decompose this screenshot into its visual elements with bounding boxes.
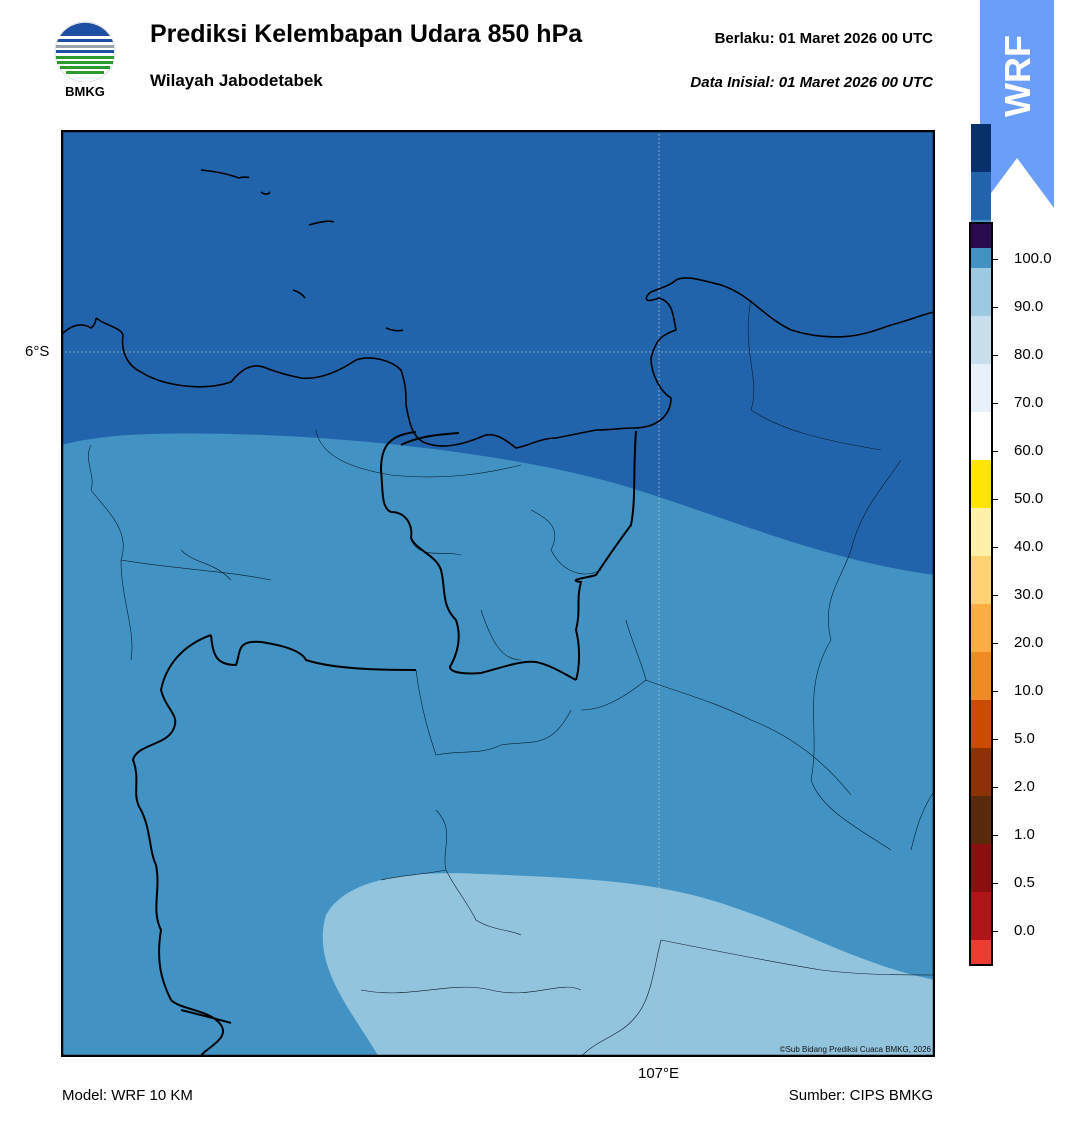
- bmkg-logo: BMKG: [52, 20, 118, 102]
- colorbar: [969, 124, 993, 966]
- colorbar-segment: [971, 652, 991, 700]
- colorbar-tick-mark: [991, 451, 998, 452]
- colorbar-segment: [971, 844, 991, 892]
- model-label: Model: WRF 10 KM: [62, 1087, 193, 1104]
- colorbar-tick-mark: [991, 259, 998, 260]
- colorbar-tick-label: 40.0: [1014, 538, 1044, 555]
- colorbar-tick-label: 50.0: [1014, 490, 1044, 507]
- map-frame: [60, 129, 936, 1058]
- colorbar-tick-mark: [991, 499, 998, 500]
- colorbar-tick-label: 100.0: [1014, 250, 1052, 267]
- bmkg-logo-icon: [54, 21, 116, 83]
- humidity-above-80-area: [61, 130, 935, 575]
- colorbar-segment: [971, 940, 991, 964]
- wrf-badge-shape: [980, 0, 1054, 208]
- colorbar-segment: [971, 796, 991, 844]
- latitude-label: 6°S: [25, 343, 50, 360]
- colorbar-frame: [969, 222, 993, 966]
- colorbar-tick-label: 70.0: [1014, 394, 1044, 411]
- colorbar-tick-label: 80.0: [1014, 346, 1044, 363]
- colorbar-tick-label: 0.5: [1014, 874, 1035, 891]
- colorbar-segment: [971, 124, 991, 172]
- map-credit: ©Sub Bidang Prediksi Cuaca BMKG, 2026: [780, 1045, 932, 1054]
- colorbar-tick-label: 20.0: [1014, 634, 1044, 651]
- colorbar-segment: [971, 604, 991, 652]
- colorbar-tick-label: 1.0: [1014, 826, 1035, 843]
- colorbar-segment: [971, 700, 991, 748]
- colorbar-segment: [971, 412, 991, 460]
- colorbar-tick-mark: [991, 691, 998, 692]
- map-panel: ©Sub Bidang Prediksi Cuaca BMKG, 2026: [60, 129, 936, 1058]
- longitude-label: 107°E: [638, 1065, 680, 1082]
- coastline: [61, 169, 935, 449]
- map-title: Prediksi Kelembapan Udara 850 hPa: [150, 20, 583, 48]
- colorbar-segment: [971, 316, 991, 364]
- colorbar-tick-mark: [991, 547, 998, 548]
- colorbar-tick-mark: [991, 883, 998, 884]
- colorbar-segment: [971, 224, 991, 248]
- colorbar-segment: [971, 364, 991, 412]
- map-canvas: ©Sub Bidang Prediksi Cuaca BMKG, 2026: [60, 129, 936, 1058]
- colorbar-segment: [971, 460, 991, 508]
- colorbar-tick-label: 2.0: [1014, 778, 1035, 795]
- colorbar-segment: [971, 892, 991, 940]
- colorbar-tick-label: 0.0: [1014, 922, 1035, 939]
- colorbar-segment: [971, 556, 991, 604]
- colorbar-tick-mark: [991, 739, 998, 740]
- colorbar-tick-mark: [991, 355, 998, 356]
- colorbar-tick-label: 90.0: [1014, 298, 1044, 315]
- logo-label: BMKG: [65, 84, 105, 99]
- colorbar-tick-label: 60.0: [1014, 442, 1044, 459]
- colorbar-tick-label: 10.0: [1014, 682, 1044, 699]
- colorbar-tick-mark: [991, 835, 998, 836]
- colorbar-tick-label: 30.0: [1014, 586, 1044, 603]
- init-time: Data Inisial: 01 Maret 2026 00 UTC: [690, 74, 933, 91]
- source-label: Sumber: CIPS BMKG: [788, 1087, 933, 1104]
- colorbar-tick-mark: [991, 595, 998, 596]
- colorbar-tick-label: 5.0: [1014, 730, 1035, 747]
- province-boundaries: [131, 430, 637, 1057]
- colorbar-segment: [971, 748, 991, 796]
- colorbar-tick-mark: [991, 787, 998, 788]
- colorbar-tick-mark: [991, 403, 998, 404]
- colorbar-segment: [971, 172, 991, 220]
- wrf-badge-label: WRF: [997, 35, 1038, 117]
- wrf-badge-text: WRF: [997, 35, 1038, 117]
- map-subtitle: Wilayah Jabodetabek: [150, 71, 323, 90]
- colorbar-tick-mark: [991, 643, 998, 644]
- district-boundaries: [88, 299, 935, 1057]
- valid-time: Berlaku: 01 Maret 2026 00 UTC: [714, 30, 933, 47]
- colorbar-segment: [971, 508, 991, 556]
- wrf-badge: WRF: [980, 0, 1054, 210]
- colorbar-tick-mark: [991, 307, 998, 308]
- colorbar-tick-mark: [991, 931, 998, 932]
- colorbar-segment: [971, 268, 991, 316]
